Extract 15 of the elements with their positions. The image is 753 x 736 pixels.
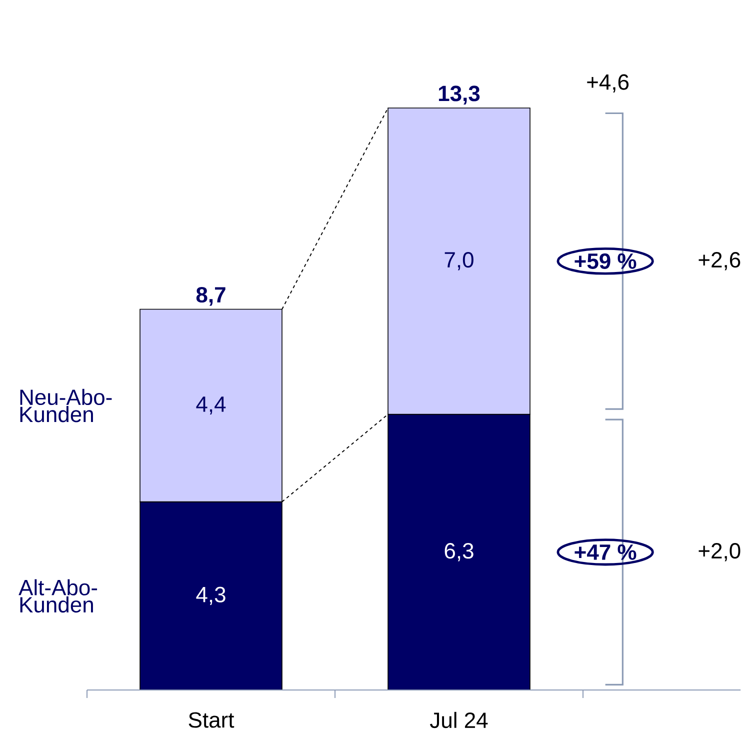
annotation: +47 %: [574, 544, 636, 560]
series-label: Alt-Abo-Kunden: [18, 579, 98, 613]
x-tick-label: Start: [188, 712, 234, 728]
x-tick-label: Jul 24: [430, 712, 488, 728]
data-label: 4,4: [196, 396, 226, 415]
data-label: 6,3: [444, 543, 474, 562]
total-label: 8,7: [196, 286, 226, 306]
total-label: 13,3: [438, 86, 480, 104]
annotation: +2,6: [698, 252, 740, 270]
data-label: 4,3: [196, 586, 226, 605]
annotation: +2,0: [698, 543, 740, 562]
text: +4,6: [587, 74, 629, 92]
series-label: Neu-Abo-Kunden: [20, 388, 112, 422]
data-label: 7,0: [444, 252, 474, 270]
annotation: +59 %: [574, 253, 636, 269]
